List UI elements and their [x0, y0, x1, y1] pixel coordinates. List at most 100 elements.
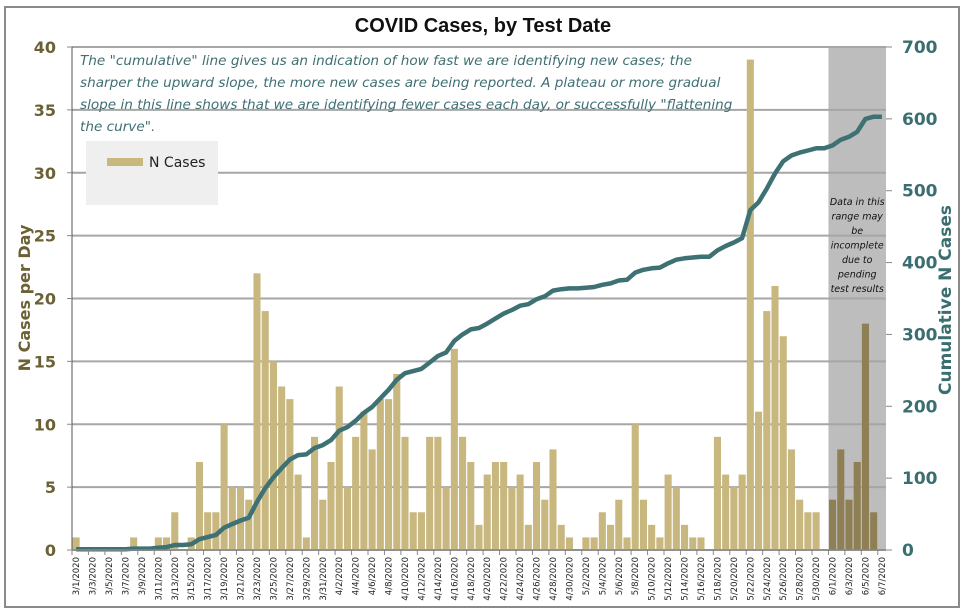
x-tick-label: 3/11/2020	[154, 557, 164, 601]
x-tick-label: 5/18/2020	[713, 557, 723, 601]
bar-n-cases	[163, 537, 171, 550]
x-tick-label: 5/26/2020	[779, 557, 789, 601]
bar-n-cases	[804, 512, 812, 550]
y-tick-label-left: 10	[34, 415, 56, 434]
x-tick-label: 3/19/2020	[220, 557, 230, 601]
x-tick-label: 4/26/2020	[533, 557, 543, 601]
bar-n-cases	[738, 474, 746, 550]
bar-n-cases	[713, 436, 721, 550]
bar-n-cases	[763, 311, 771, 550]
x-tick-label: 3/27/2020	[286, 557, 296, 601]
x-tick-label: 5/10/2020	[648, 557, 658, 601]
x-tick-label: 3/5/2020	[105, 557, 115, 595]
bar-n-cases	[508, 487, 516, 550]
x-tick-label: 6/1/2020	[829, 557, 839, 595]
bar-n-cases	[450, 348, 458, 550]
shaded-region-note-line: Data in this	[830, 197, 885, 208]
bar-n-cases	[72, 537, 80, 550]
y-tick-label-left: 20	[34, 290, 56, 309]
chart-title: COVID Cases, by Test Date	[355, 15, 611, 37]
y-tick-label-right: 0	[902, 541, 914, 561]
bar-n-cases	[327, 461, 335, 550]
bar-n-cases	[343, 487, 351, 550]
x-tick-label: 5/28/2020	[796, 557, 806, 601]
bar-n-cases	[656, 537, 664, 550]
y-tick-label-right: 100	[902, 469, 938, 489]
bar-n-cases	[401, 436, 409, 550]
bar-n-cases	[195, 461, 203, 550]
x-tick-label: 6/7/2020	[878, 557, 888, 595]
x-tick-label: 6/5/2020	[861, 557, 871, 595]
bar-n-cases	[442, 487, 450, 550]
bar-n-cases	[302, 537, 310, 550]
bar-n-cases	[228, 487, 236, 550]
annotation-line: The "cumulative" line gives us an indica…	[80, 53, 692, 69]
shaded-region-note-line: test results	[831, 284, 884, 295]
bar-n-cases	[853, 461, 861, 550]
x-tick-label: 4/20/2020	[483, 557, 493, 601]
x-tick-label: 4/28/2020	[549, 557, 559, 601]
y-tick-label-left: 35	[34, 101, 56, 120]
bar-n-cases	[483, 474, 491, 550]
line-cumulative-cases	[76, 114, 882, 552]
x-tick-label: 6/3/2020	[845, 557, 855, 595]
bar-n-cases	[787, 449, 795, 550]
x-tick-label: 5/8/2020	[631, 557, 641, 595]
x-tick-label: 3/7/2020	[121, 557, 131, 595]
x-tick-label: 5/4/2020	[598, 557, 608, 595]
bar-n-cases	[500, 461, 508, 550]
shaded-region-note: Data in this range may be incomplete due to p…	[830, 197, 885, 295]
bar-n-cases	[533, 461, 541, 550]
x-tick-label: 5/16/2020	[697, 557, 707, 601]
x-tick-label: 4/16/2020	[450, 557, 460, 601]
x-tick-label: 3/17/2020	[204, 557, 214, 601]
shaded-region-note-line: range may	[832, 212, 884, 223]
x-tick-label: 4/14/2020	[434, 557, 444, 601]
x-tick-label: 4/6/2020	[368, 557, 378, 595]
annotation-line: the curve".	[80, 119, 155, 135]
bar-n-cases	[245, 499, 253, 550]
y-tick-label-left: 15	[34, 352, 56, 371]
bar-n-cases	[829, 499, 837, 550]
bar-n-cases	[311, 436, 319, 550]
bar-n-cases	[664, 474, 672, 550]
y-tick-label-right: 700	[902, 38, 938, 58]
bar-n-cases	[393, 373, 401, 550]
bar-n-cases	[812, 512, 820, 550]
bar-n-cases	[796, 499, 804, 550]
bar-n-cases	[491, 461, 499, 550]
bar-n-cases	[204, 512, 212, 550]
x-tick-label: 5/6/2020	[615, 557, 625, 595]
x-tick-label: 5/2/2020	[582, 557, 592, 595]
x-tick-label: 4/22/2020	[500, 557, 510, 601]
bar-n-cases	[746, 59, 754, 550]
bar-n-cases	[845, 499, 853, 550]
bar-n-cases	[598, 512, 606, 550]
bar-n-cases	[722, 474, 730, 550]
bar-n-cases	[212, 512, 220, 550]
y-tick-label-left: 5	[45, 478, 56, 497]
y-tick-label-left: 0	[45, 541, 56, 560]
bar-n-cases	[607, 524, 615, 550]
bar-n-cases	[385, 399, 393, 550]
bar-n-cases	[615, 499, 623, 550]
bar-n-cases	[376, 399, 384, 550]
x-tick-label: 3/13/2020	[171, 557, 181, 601]
bar-n-cases	[730, 487, 738, 550]
y-tick-label-right: 300	[902, 325, 938, 345]
bar-n-cases	[286, 399, 294, 550]
x-tick-label: 4/8/2020	[385, 557, 395, 595]
y-tick-label-right: 600	[902, 110, 938, 130]
bar-n-cases	[689, 537, 697, 550]
x-tick-label: 4/4/2020	[352, 557, 362, 595]
bar-n-cases	[565, 537, 573, 550]
legend: N Cases	[86, 141, 218, 205]
y-tick-label-right: 500	[902, 182, 938, 202]
x-tick-label: 4/2/2020	[335, 557, 345, 595]
bar-n-cases	[549, 449, 557, 550]
bar-n-cases	[368, 449, 376, 550]
bar-n-cases	[557, 524, 565, 550]
shaded-region-note-line: be	[851, 226, 863, 237]
bar-n-cases	[335, 386, 343, 550]
x-tick-label: 3/31/2020	[319, 557, 329, 601]
